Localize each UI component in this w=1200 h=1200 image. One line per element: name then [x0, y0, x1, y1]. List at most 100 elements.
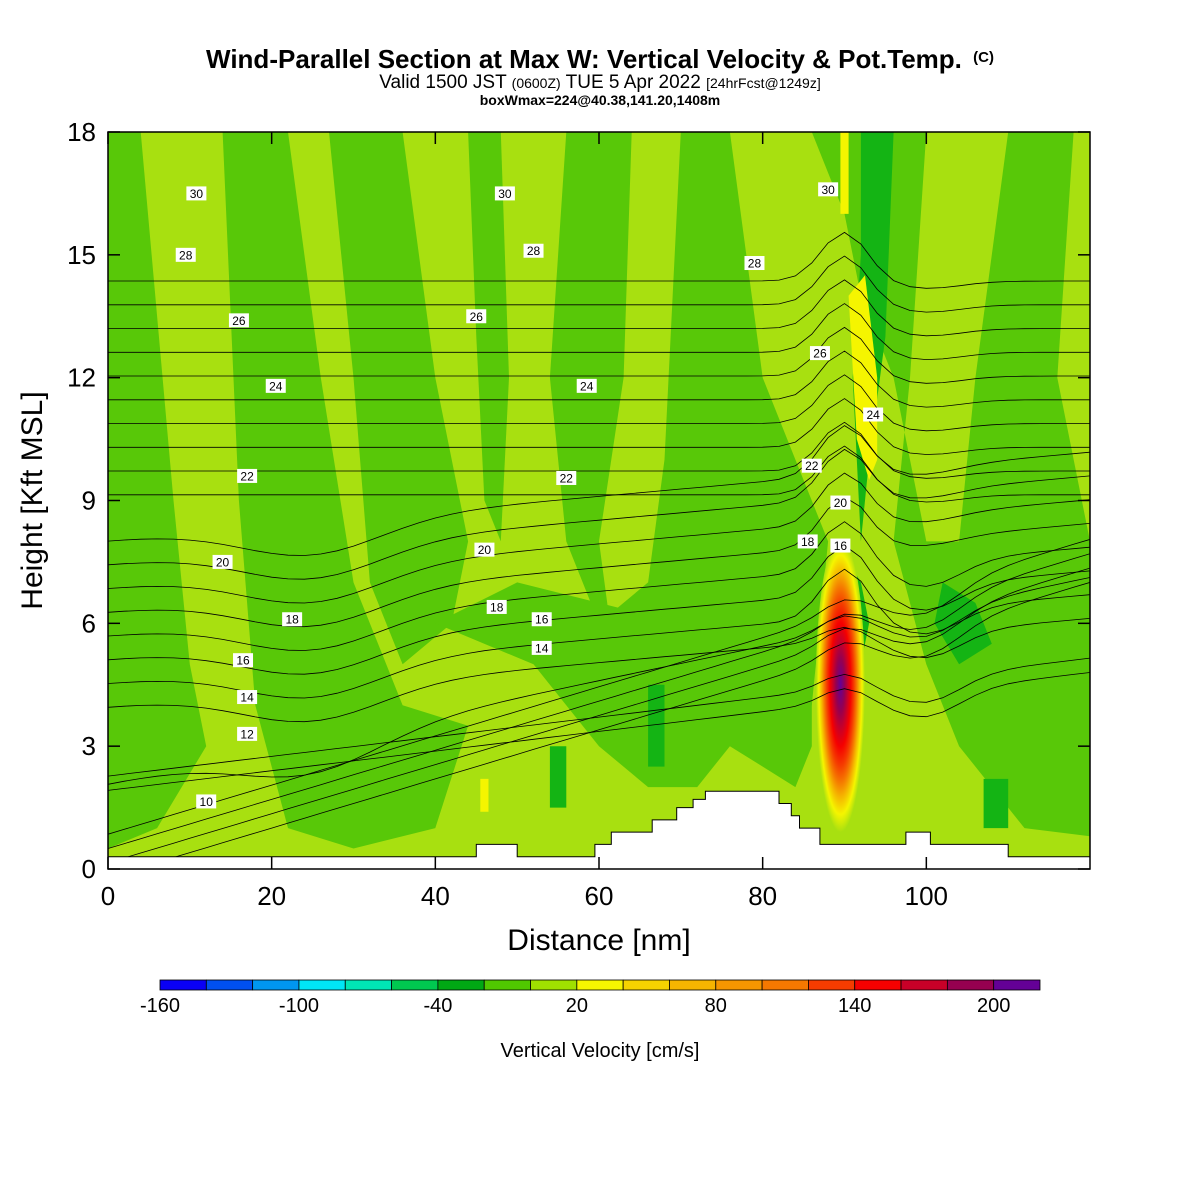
theta-contour-20 — [108, 472, 1090, 604]
velocity-field — [108, 132, 1090, 869]
theta-label-box — [486, 599, 507, 614]
theta-label: 18 — [486, 599, 507, 614]
velocity-region — [983, 778, 1009, 829]
theta-label-text: 24 — [269, 379, 283, 393]
theta-label-box — [474, 542, 495, 557]
theta-label-text: 12 — [240, 727, 254, 741]
colorbar-swatch — [669, 979, 717, 991]
theta-label-text: 22 — [240, 469, 254, 483]
theta-label-text: 24 — [580, 379, 594, 393]
copyright-mark: (C) — [973, 49, 994, 66]
theta-contour-28 — [108, 326, 1090, 384]
potential-temperature-labels: 30 30 30 28 28 28 26 26 26 24 24 24 22 22 22 20 20 20 18 18… — [175, 182, 884, 809]
theta-label-text: 16 — [834, 539, 848, 553]
y-tick-label: 9 — [82, 486, 96, 516]
potential-temperature-contours — [108, 231, 1090, 869]
x-tick-label: 80 — [748, 881, 777, 911]
colorbar-tick-label: -160 — [140, 995, 180, 1017]
theta-label-text: 26 — [470, 310, 484, 324]
theta-contour-25 — [108, 398, 1090, 455]
y-tick-label: 0 — [82, 854, 96, 884]
theta-contour-8 — [133, 582, 1090, 869]
theta-label: 24 — [576, 378, 597, 393]
theta-label-text: 14 — [535, 641, 549, 655]
colorbar-swatch — [205, 979, 254, 991]
x-tick-label: 40 — [421, 881, 450, 911]
valid-fcst: [24hrFcst@1249z] — [706, 75, 821, 91]
colorbar-swatch — [946, 979, 995, 991]
x-tick-label: 20 — [257, 881, 286, 911]
theta-contour-16 — [108, 568, 1090, 699]
theta-label-text: 20 — [834, 496, 848, 510]
velocity-region — [468, 132, 509, 542]
colorbar-swatch — [252, 979, 300, 991]
x-tick-label: 100 — [905, 881, 948, 911]
theta-label: 14 — [531, 640, 552, 655]
theta-label-box — [228, 313, 249, 328]
theta-contour-27 — [108, 350, 1090, 408]
theta-label-box — [576, 378, 597, 393]
y-tick-label: 3 — [82, 731, 96, 761]
theta-label: 20 — [474, 542, 495, 557]
theta-label: 18 — [282, 612, 303, 627]
theta-label-text: 30 — [190, 187, 204, 201]
theta-label: 24 — [863, 407, 884, 422]
colorbar-swatch — [715, 979, 763, 991]
theta-label: 28 — [744, 256, 765, 271]
colorbar-swatch — [900, 979, 948, 991]
colorbar-swatch — [483, 979, 531, 991]
theta-label-box — [809, 346, 830, 361]
colorbar-tick-label: 80 — [705, 995, 727, 1017]
theta-label-text: 28 — [179, 248, 193, 262]
theta-label-text: 20 — [478, 543, 492, 557]
y-axis-label: Height [Kft MSL] — [16, 391, 49, 609]
theta-label: 22 — [237, 468, 258, 483]
terrain-profile — [107, 790, 1091, 870]
theta-label-box — [233, 653, 254, 668]
theta-label-box — [830, 495, 851, 510]
theta-contour-10 — [108, 553, 1090, 849]
velocity-region — [222, 132, 469, 849]
theta-label-box — [212, 554, 233, 569]
colorbar-swatch — [159, 979, 207, 991]
y-tick-label: 6 — [82, 608, 96, 638]
terrain — [107, 790, 1091, 870]
theta-label-box — [830, 538, 851, 553]
theta-contour-15 — [108, 618, 1090, 723]
colorbar-swatch — [576, 979, 624, 991]
colorbar-swatch — [993, 979, 1041, 991]
theta-label-box — [237, 726, 258, 741]
theta-label-box — [466, 309, 487, 324]
theta-label: 20 — [212, 554, 233, 569]
theta-label-box — [801, 458, 822, 473]
chart-valid-time: Valid 1500 JST (0600Z) TUE 5 Apr 2022 [2… — [379, 72, 821, 93]
valid-utc: (0600Z) — [511, 75, 561, 91]
theta-label-text: 14 — [240, 691, 254, 705]
theta-contour-22 — [108, 425, 1090, 556]
theta-label-box — [531, 612, 552, 627]
theta-label: 22 — [556, 470, 577, 485]
theta-label: 18 — [797, 534, 818, 549]
colorbar-swatch — [437, 979, 485, 991]
theta-label-text: 18 — [285, 613, 299, 627]
x-axis-label: Distance [nm] — [507, 924, 690, 957]
x-tick-label: 0 — [101, 881, 115, 911]
theta-label-text: 16 — [236, 654, 250, 668]
theta-contour-21 — [108, 448, 1090, 580]
theta-label-text: 24 — [866, 408, 880, 422]
theta-contour-18 — [108, 521, 1090, 651]
chart-title: Wind-Parallel Section at Max W: Vertical… — [206, 44, 994, 74]
theta-label: 16 — [830, 538, 851, 553]
colorbar-tick-label: -40 — [423, 995, 452, 1017]
velocity-region — [934, 582, 992, 665]
theta-label-box — [265, 378, 286, 393]
colorbar-swatch — [344, 979, 392, 991]
theta-label: 12 — [237, 726, 258, 741]
theta-contour-17 — [108, 544, 1090, 675]
theta-label-box — [175, 247, 196, 262]
velocity-region — [108, 132, 207, 849]
theta-contour-30 — [108, 279, 1090, 337]
theta-label: 30 — [186, 186, 207, 201]
theta-label: 28 — [523, 243, 544, 258]
